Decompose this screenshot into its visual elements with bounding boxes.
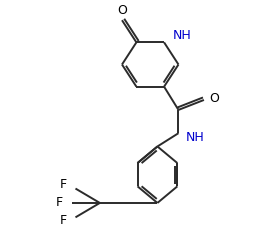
Text: F: F bbox=[59, 178, 67, 191]
Text: F: F bbox=[59, 214, 67, 227]
Text: NH: NH bbox=[173, 29, 192, 42]
Text: O: O bbox=[209, 92, 219, 105]
Text: NH: NH bbox=[186, 131, 205, 144]
Text: O: O bbox=[117, 4, 127, 17]
Text: F: F bbox=[56, 196, 63, 210]
